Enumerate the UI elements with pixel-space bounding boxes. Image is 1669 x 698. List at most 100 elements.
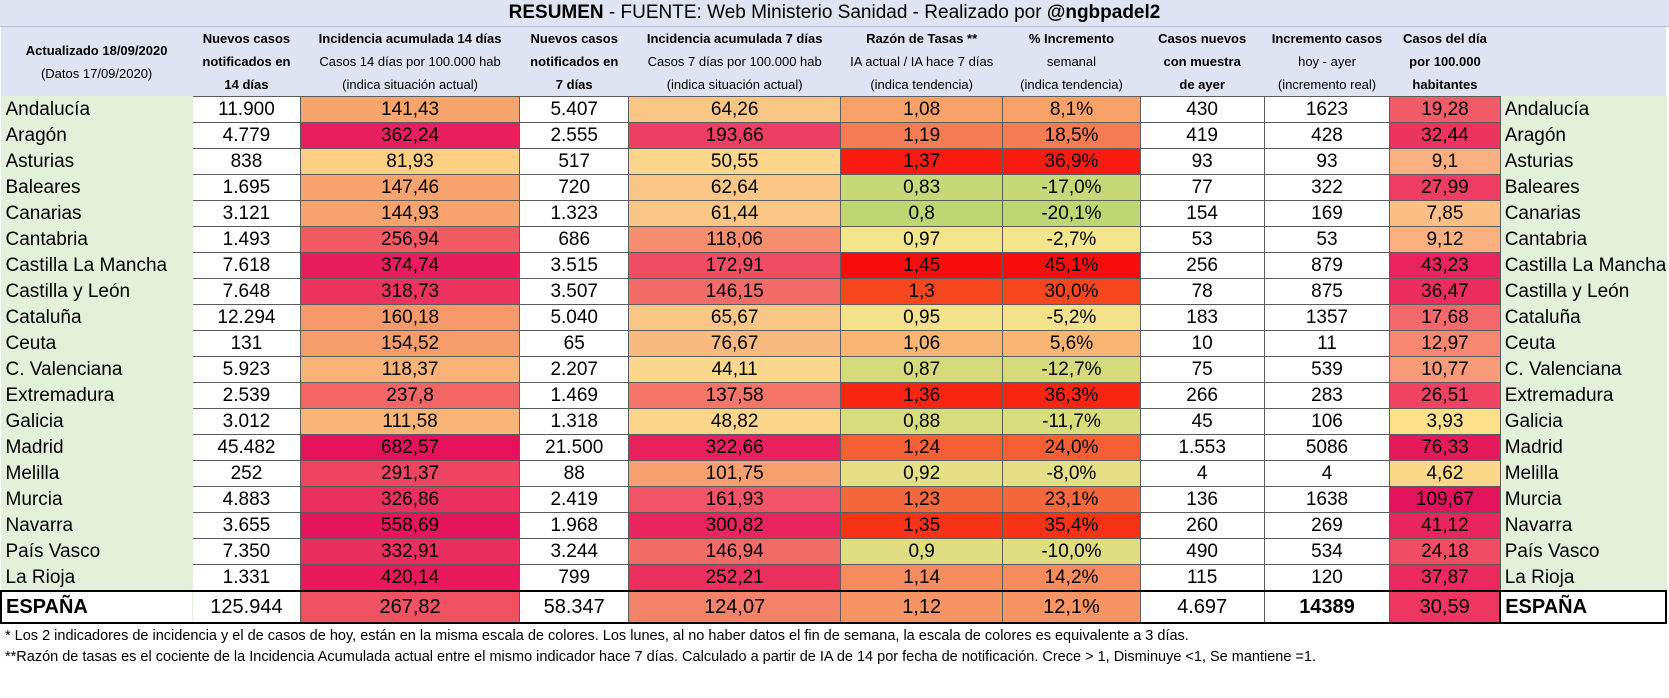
region-name-right: La Rioja xyxy=(1499,564,1667,592)
increase-today: 269 xyxy=(1263,512,1391,539)
column-header-6-line-0: % Incremento xyxy=(1028,31,1115,46)
column-header-3-line-1: notificados en xyxy=(530,54,619,69)
cases-per-100k: 3,93 xyxy=(1389,408,1501,435)
incidence-14d: 144,93 xyxy=(300,200,520,227)
rate-ratio: 1,12 xyxy=(839,590,1004,624)
column-header-7-line-2: de ayer xyxy=(1179,77,1225,92)
table-row: Ceuta 131 154,52 65 76,67 1,06 5,6% 10 11 12,97 Ce… xyxy=(0,330,1667,357)
cases-yesterday: 77 xyxy=(1139,174,1265,201)
incidence-14d: 237,8 xyxy=(300,382,520,409)
cases-14d: 3.655 xyxy=(191,512,302,539)
total-row: ESPAÑA 125.944 267,82 58.347 124,07 1,12 12,1%… xyxy=(0,590,1667,624)
incidence-7d: 64,26 xyxy=(628,96,841,123)
weekly-increase: -8,0% xyxy=(1002,460,1141,487)
incidence-7d: 62,64 xyxy=(628,174,841,201)
weekly-increase: 36,9% xyxy=(1002,148,1141,175)
region-name-right: Galicia xyxy=(1499,408,1667,435)
cases-7d: 3.244 xyxy=(518,538,630,565)
cases-7d: 2.419 xyxy=(518,486,630,513)
cases-14d: 1.331 xyxy=(191,564,302,592)
weekly-increase: -2,7% xyxy=(1002,226,1141,253)
region-name: Navarra xyxy=(0,512,193,539)
cases-per-100k: 12,97 xyxy=(1389,330,1501,357)
table-row: Asturias 838 81,93 517 50,55 1,37 36,9% 93 93 9,1… xyxy=(0,148,1667,175)
column-header-5-line-2: (indica tendencia) xyxy=(870,77,973,92)
incidence-14d: 374,74 xyxy=(300,252,520,279)
page-title: RESUMEN - FUENTE: Web Ministerio Sanidad… xyxy=(0,0,1669,27)
column-header-5-line-1: IA actual / IA hace 7 días xyxy=(850,54,994,69)
region-name: Baleares xyxy=(0,174,193,201)
incidence-14d: 118,37 xyxy=(300,356,520,383)
incidence-7d: 50,55 xyxy=(628,148,841,175)
column-header-6-line-1: semanal xyxy=(1046,54,1097,69)
column-header-2-line-0: Incidencia acumulada 14 días xyxy=(318,31,502,46)
column-header-0-line-0: Actualizado 18/09/2020 xyxy=(25,42,168,58)
cases-7d: 21.500 xyxy=(518,434,630,461)
cases-per-100k: 30,59 xyxy=(1389,590,1501,624)
rate-ratio: 1,45 xyxy=(839,252,1004,279)
increase-today: 539 xyxy=(1263,356,1391,383)
table-row: La Rioja 1.331 420,14 799 252,21 1,14 14,2% 115… xyxy=(0,564,1667,592)
cases-per-100k: 41,12 xyxy=(1389,512,1501,539)
increase-today: 4 xyxy=(1263,460,1391,487)
column-header-2-line-2: (indica situación actual) xyxy=(342,77,478,92)
region-name-right: País Vasco xyxy=(1499,538,1667,565)
cases-yesterday: 266 xyxy=(1139,382,1265,409)
cases-14d: 12.294 xyxy=(191,304,302,331)
region-name-right: Ceuta xyxy=(1499,330,1667,357)
region-name-right: Madrid xyxy=(1499,434,1667,461)
cases-14d: 7.350 xyxy=(191,538,302,565)
cases-7d: 2.555 xyxy=(518,122,630,149)
cases-yesterday: 136 xyxy=(1139,486,1265,513)
weekly-increase: 5,6% xyxy=(1002,330,1141,357)
rate-ratio: 0,9 xyxy=(839,538,1004,565)
region-name: Andalucía xyxy=(0,96,193,123)
summary-table: Actualizado 18/09/2020 (Datos 17/09/2020)… xyxy=(0,27,1667,624)
weekly-increase: -10,0% xyxy=(1002,538,1141,565)
rate-ratio: 1,19 xyxy=(839,122,1004,149)
region-name-right: Baleares xyxy=(1499,174,1667,201)
region-name-right: Asturias xyxy=(1499,148,1667,175)
rate-ratio: 1,08 xyxy=(839,96,1004,123)
cases-yesterday: 154 xyxy=(1139,200,1265,227)
cases-per-100k: 26,51 xyxy=(1389,382,1501,409)
cases-per-100k: 9,1 xyxy=(1389,148,1501,175)
cases-7d: 5.040 xyxy=(518,304,630,331)
cases-7d: 1.968 xyxy=(518,512,630,539)
table-row: Aragón 4.779 362,24 2.555 193,66 1,19 18,5% 419… xyxy=(0,122,1667,149)
rate-ratio: 1,06 xyxy=(839,330,1004,357)
incidence-14d: 362,24 xyxy=(300,122,520,149)
cases-14d: 252 xyxy=(191,460,302,487)
column-header-7: Casos nuevos con muestra de ayer xyxy=(1140,27,1265,97)
cases-per-100k: 7,85 xyxy=(1389,200,1501,227)
cases-14d: 45.482 xyxy=(191,434,302,461)
region-name: Canarias xyxy=(0,200,193,227)
region-name: C. Valenciana xyxy=(0,356,193,383)
region-name: Extremadura xyxy=(0,382,193,409)
column-header-9-line-2: habitantes xyxy=(1412,77,1478,92)
region-name: ESPAÑA xyxy=(0,590,193,624)
region-name: Murcia xyxy=(0,486,193,513)
column-header-6-line-2: (indica tendencia) xyxy=(1020,77,1123,92)
region-name-right: Melilla xyxy=(1499,460,1667,487)
cases-yesterday: 45 xyxy=(1139,408,1265,435)
rate-ratio: 1,23 xyxy=(839,486,1004,513)
cases-14d: 4.779 xyxy=(191,122,302,149)
rate-ratio: 0,87 xyxy=(839,356,1004,383)
column-header-3-line-0: Nuevos casos xyxy=(530,31,618,46)
increase-today: 879 xyxy=(1263,252,1391,279)
region-name: Madrid xyxy=(0,434,193,461)
increase-today: 93 xyxy=(1263,148,1391,175)
incidence-14d: 420,14 xyxy=(300,564,520,592)
incidence-14d: 326,86 xyxy=(300,486,520,513)
increase-today: 14389 xyxy=(1263,590,1391,624)
incidence-7d: 252,21 xyxy=(628,564,841,592)
footnote-2: **Razón de tasas es el cociente de la In… xyxy=(5,649,1317,665)
column-header-7-line-0: Casos nuevos xyxy=(1158,31,1247,46)
cases-per-100k: 43,23 xyxy=(1389,252,1501,279)
cases-per-100k: 32,44 xyxy=(1389,122,1501,149)
increase-today: 1357 xyxy=(1263,304,1391,331)
rate-ratio: 0,95 xyxy=(839,304,1004,331)
cases-per-100k: 24,18 xyxy=(1389,538,1501,565)
weekly-increase: 18,5% xyxy=(1002,122,1141,149)
